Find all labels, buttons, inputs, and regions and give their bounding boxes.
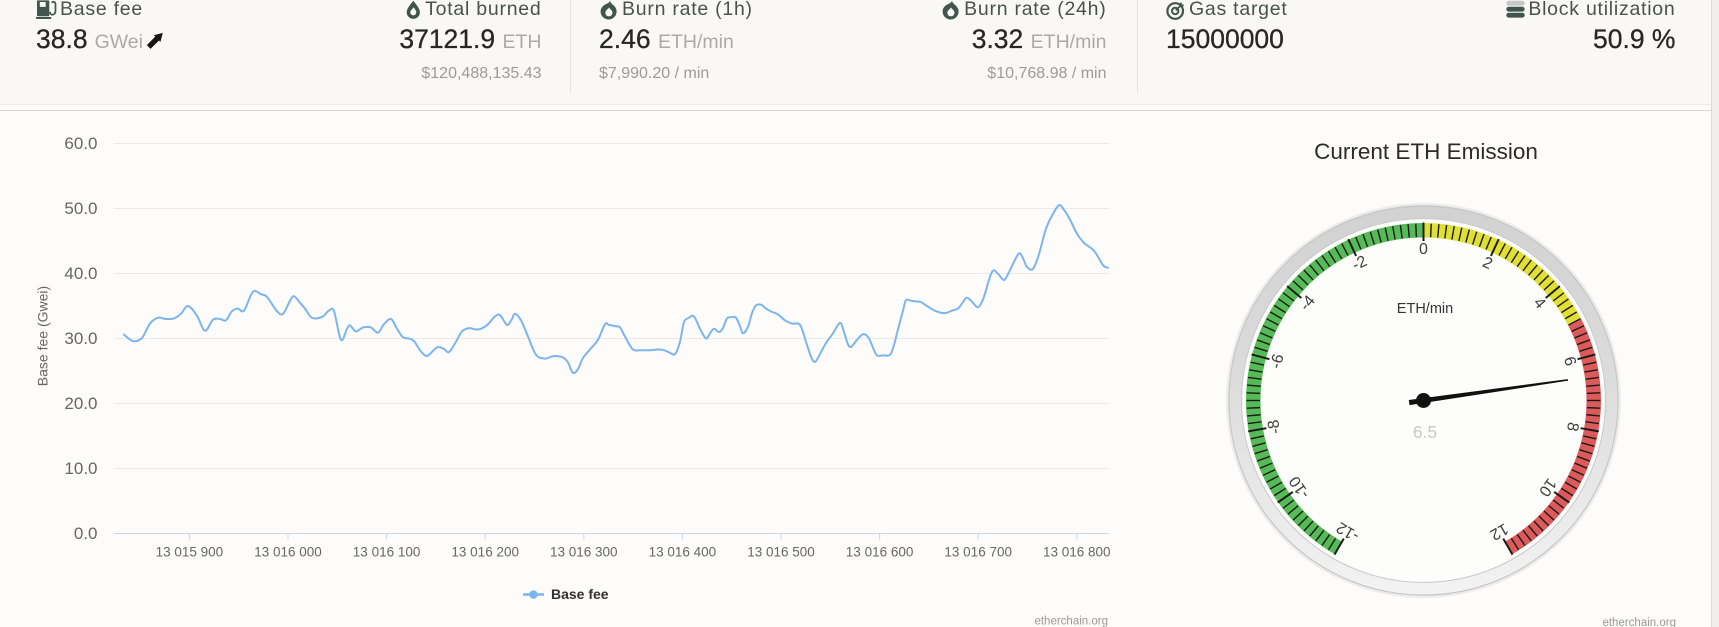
svg-text:8: 8 xyxy=(1563,421,1581,433)
svg-text:13 016 500: 13 016 500 xyxy=(747,545,815,560)
svg-text:-6: -6 xyxy=(1268,352,1288,370)
svg-text:0.0: 0.0 xyxy=(74,524,98,543)
svg-text:40.0: 40.0 xyxy=(64,264,97,283)
svg-text:-2: -2 xyxy=(1350,253,1370,274)
svg-text:6.5: 6.5 xyxy=(1413,422,1437,442)
svg-text:Base fee: Base fee xyxy=(551,586,609,602)
svg-text:13 016 200: 13 016 200 xyxy=(451,545,519,560)
svg-text:13 016 000: 13 016 000 xyxy=(254,545,322,560)
svg-text:13 016 300: 13 016 300 xyxy=(550,545,618,560)
svg-text:30.0: 30.0 xyxy=(64,329,97,348)
svg-text:etherchain.org: etherchain.org xyxy=(1034,616,1108,627)
svg-text:6: 6 xyxy=(1560,355,1579,368)
svg-text:10.0: 10.0 xyxy=(64,459,97,478)
svg-text:-8: -8 xyxy=(1265,418,1284,435)
svg-text:ETH/min: ETH/min xyxy=(1397,301,1453,317)
svg-text:13 015 900: 13 015 900 xyxy=(156,545,224,560)
svg-text:Base fee (Gwei): Base fee (Gwei) xyxy=(35,286,51,386)
svg-text:13 016 600: 13 016 600 xyxy=(846,545,914,560)
svg-text:60.0: 60.0 xyxy=(64,134,97,153)
svg-text:Current ETH Emission: Current ETH Emission xyxy=(1314,139,1538,164)
svg-text:13 016 400: 13 016 400 xyxy=(649,545,717,560)
svg-text:13 016 700: 13 016 700 xyxy=(944,545,1012,560)
svg-text:20.0: 20.0 xyxy=(64,394,97,413)
svg-text:12: 12 xyxy=(1487,519,1511,543)
svg-text:13 016 800: 13 016 800 xyxy=(1043,545,1111,560)
svg-text:13 016 100: 13 016 100 xyxy=(353,545,421,560)
svg-text:etherchain.org: etherchain.org xyxy=(1602,617,1676,627)
svg-text:0: 0 xyxy=(1419,241,1428,258)
svg-text:50.0: 50.0 xyxy=(64,199,97,218)
